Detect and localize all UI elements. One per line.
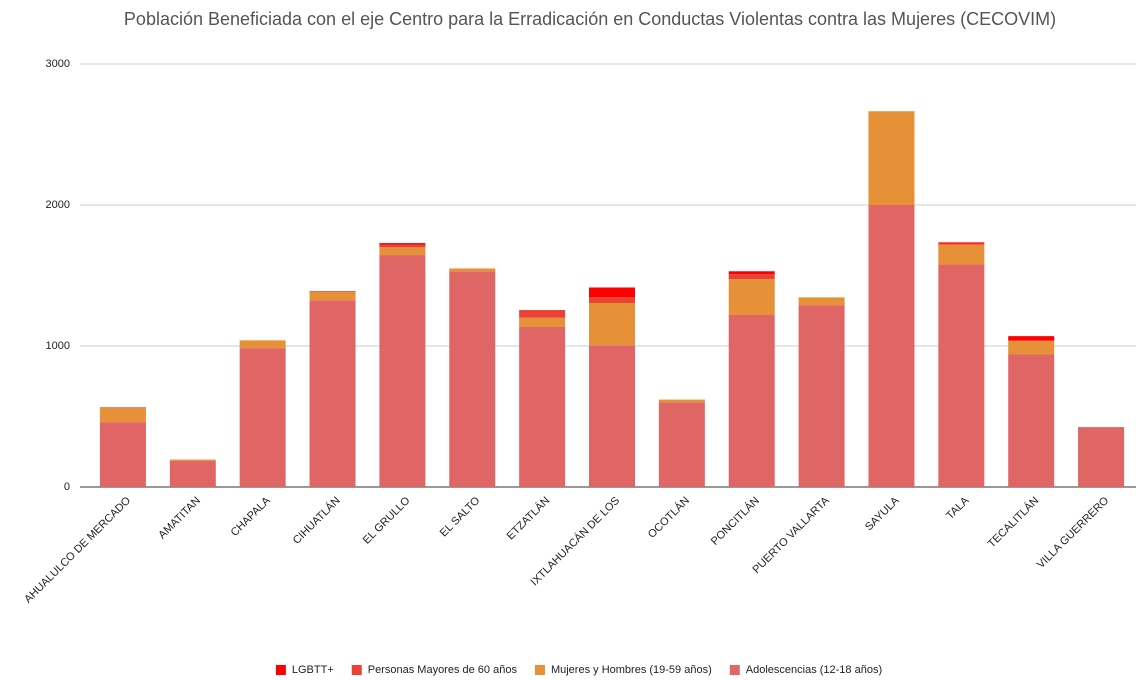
bar-segment	[1008, 341, 1055, 355]
x-tick-label: EL SALTO	[438, 494, 483, 539]
x-tick-label: AMATITAN	[156, 495, 203, 542]
bar-segment	[868, 205, 915, 487]
bar-segment	[728, 274, 775, 280]
bar-segment	[938, 244, 985, 265]
bar-segment	[239, 348, 286, 487]
bar-segment	[379, 247, 426, 256]
bar-segment	[658, 399, 705, 403]
legend-label: Adolescencias (12-18 años)	[746, 664, 882, 676]
x-tick-label: SAYULA	[863, 494, 902, 533]
x-tick-label: PUERTO VALLARTA	[751, 494, 833, 576]
bar-segment	[798, 297, 845, 306]
x-tick-label: AHUALULCO DE MERCADO	[22, 494, 133, 605]
bar-segment	[589, 297, 635, 303]
legend-label: LGBTT+	[292, 664, 334, 676]
bar-segment	[938, 243, 985, 245]
x-tick-label: VILLA GUERRERO	[1035, 494, 1112, 571]
x-tick-label: CIHUATLÁN	[290, 494, 343, 547]
chart-title: Población Beneficiada con el eje Centro …	[124, 9, 1056, 29]
bar-segment	[379, 243, 426, 245]
bar-segment	[589, 287, 635, 298]
bar-segment	[519, 326, 566, 487]
legend-label: Personas Mayores de 60 años	[368, 664, 518, 676]
bar-segment	[589, 302, 635, 346]
y-tick-label: 0	[64, 481, 70, 493]
x-tick-label: OCOTLÁN	[645, 494, 692, 541]
bar-segment	[728, 271, 775, 275]
y-tick-label: 3000	[46, 58, 70, 70]
bar-segment	[239, 340, 286, 349]
bar-segment	[449, 268, 496, 272]
x-tick-label: CHAPALA	[229, 494, 274, 539]
legend-label: Mujeres y Hombres (19-59 años)	[551, 664, 712, 676]
bar-segment	[519, 310, 566, 318]
bar-segment	[798, 305, 845, 487]
legend-swatch	[351, 665, 362, 675]
bar-segment	[379, 255, 426, 487]
y-tick-label: 1000	[46, 340, 70, 352]
bar-segment	[309, 291, 356, 292]
bar-segment	[1078, 427, 1125, 487]
bar-segment	[99, 422, 146, 487]
bar-segment	[938, 264, 985, 487]
bar-segment	[169, 459, 216, 461]
x-tick-label: TALA	[944, 494, 972, 522]
bar-segment	[1008, 354, 1055, 487]
legend-swatch	[275, 665, 286, 675]
bar-segment	[1008, 336, 1055, 341]
x-tick-label: EL GRULLO	[361, 494, 413, 546]
bar-segment	[99, 408, 146, 423]
bar-segment	[309, 300, 356, 487]
bar-segment	[519, 317, 566, 327]
legend-swatch	[534, 665, 545, 675]
bar-segment	[449, 271, 496, 487]
legend-swatch	[729, 665, 740, 675]
bar-segment	[379, 244, 426, 248]
bar-segment	[169, 460, 216, 487]
bar-segment	[589, 345, 635, 487]
y-tick-label: 2000	[46, 199, 70, 211]
x-tick-label: ETZATLÁN	[504, 494, 552, 542]
bar-segment	[658, 402, 705, 487]
x-tick-label: PONCITLÁN	[708, 494, 762, 548]
bar-segment	[868, 111, 915, 205]
bar-segment	[309, 291, 356, 301]
bar-segment	[728, 314, 775, 487]
bar-segment	[938, 242, 985, 244]
legend: LGBTT+ Personas Mayores de 60 años Mujeres…	[275, 664, 882, 676]
bar-segment	[728, 279, 775, 315]
x-tick-label: TECALITLÁN	[985, 494, 1041, 550]
bar-segment	[99, 407, 146, 409]
bar-segment	[1008, 340, 1055, 342]
